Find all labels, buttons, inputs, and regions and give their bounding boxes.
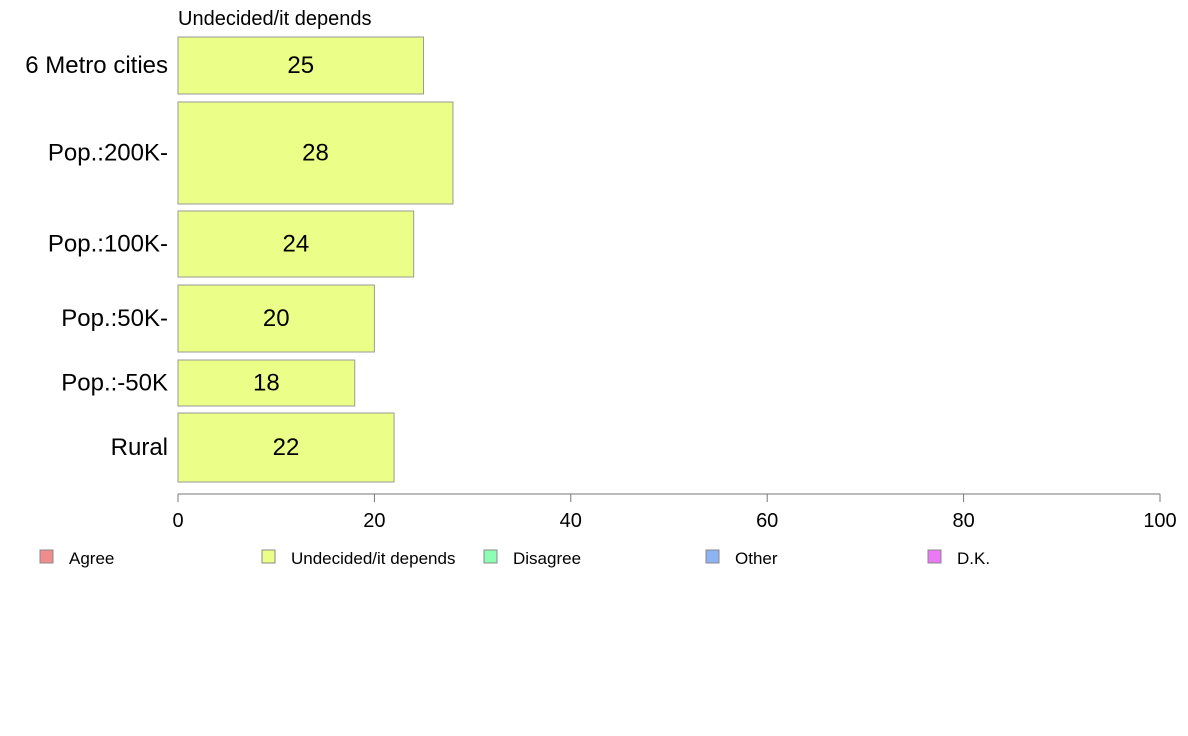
legend-label: Agree: [69, 549, 114, 568]
value-labels: 25 28 24 20 18 22: [253, 52, 329, 461]
data-label: 18: [253, 370, 280, 397]
x-tick-label: 20: [363, 510, 385, 532]
bars-group: [177, 36, 454, 483]
legend-label: Disagree: [513, 549, 581, 568]
x-tick-label: 100: [1143, 510, 1176, 532]
bar: [177, 101, 454, 205]
legend: Agree Undecided/it depends Disagree Other D.…: [39, 549, 990, 568]
legend-swatch: [39, 549, 54, 564]
bar: [177, 210, 415, 278]
data-label: 20: [263, 305, 290, 332]
data-label: 25: [287, 52, 314, 79]
legend-label: D.K.: [957, 549, 990, 568]
legend-swatch: [483, 549, 498, 564]
category-label: Pop.:50K-: [61, 305, 168, 332]
category-labels: 6 Metro cities Pop.:200K- Pop.:100K- Pop.:5…: [25, 52, 168, 461]
x-tick-label: 60: [756, 510, 778, 532]
legend-swatch: [705, 549, 720, 564]
legend-label: Other: [735, 549, 778, 568]
category-label: Rural: [111, 434, 168, 461]
chart-title: Undecided/it depends: [178, 8, 371, 30]
x-tick-label: 0: [172, 510, 183, 532]
bar: [177, 36, 424, 95]
x-axis: 0 20 40 60 80 100: [172, 493, 1177, 532]
bar: [177, 284, 375, 353]
category-label: Pop.:200K-: [48, 140, 168, 167]
x-tick-label: 40: [560, 510, 582, 532]
category-label: Pop.:-50K: [61, 370, 168, 397]
legend-swatch: [261, 549, 276, 564]
x-tick-label: 80: [952, 510, 974, 532]
bar: [177, 359, 356, 407]
data-label: 22: [273, 434, 300, 461]
data-label: 24: [282, 231, 309, 258]
legend-swatch: [927, 549, 942, 564]
data-label: 28: [302, 140, 329, 167]
category-label: 6 Metro cities: [25, 52, 168, 79]
category-label: Pop.:100K-: [48, 231, 168, 258]
bar: [177, 412, 395, 483]
legend-label: Undecided/it depends: [291, 549, 455, 568]
